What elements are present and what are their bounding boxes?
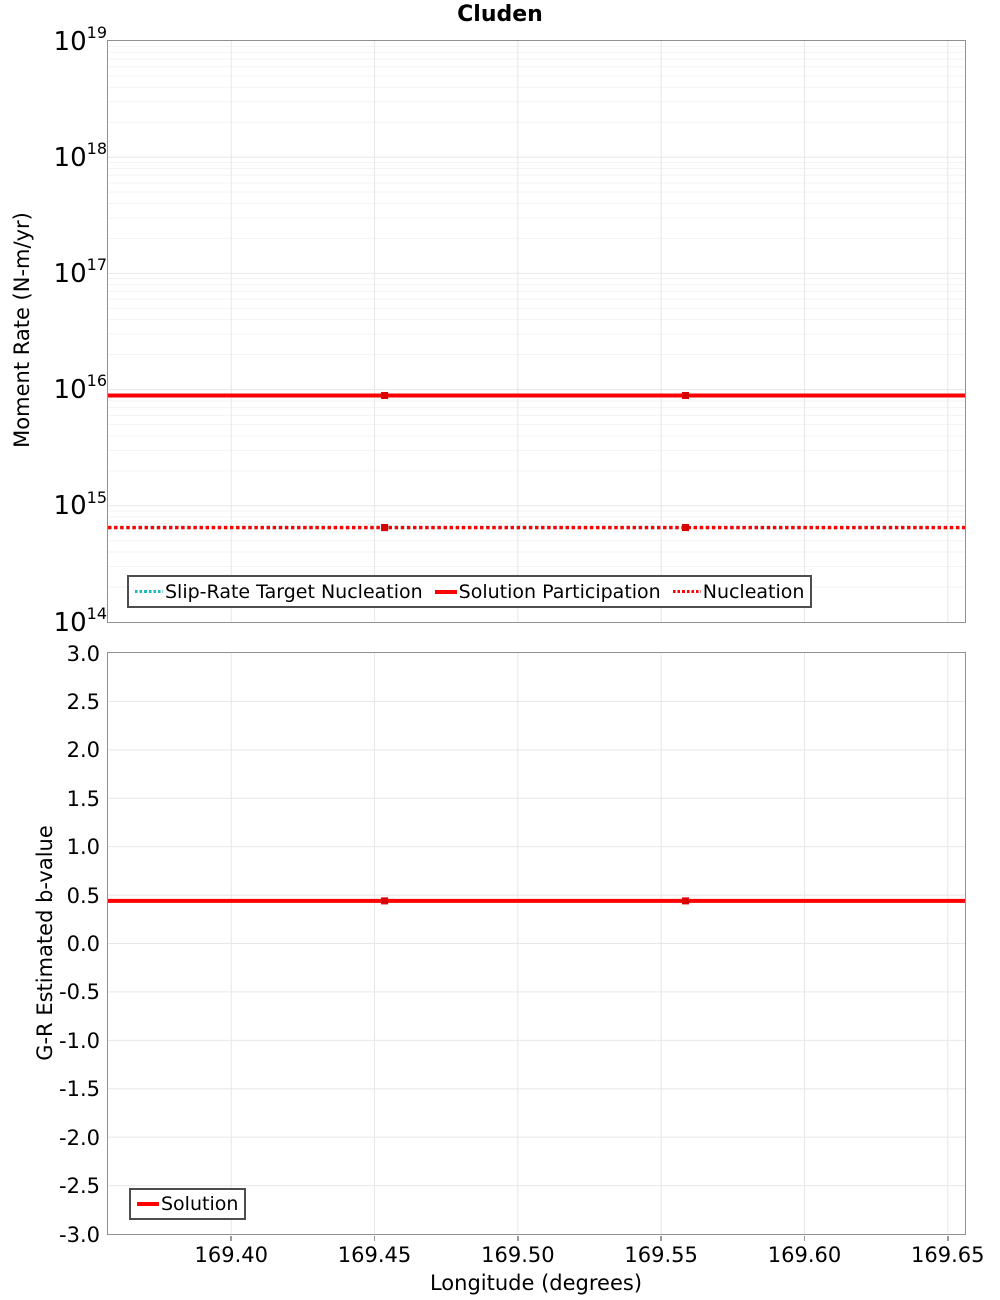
x-tick-mark — [517, 1236, 519, 1241]
y-tick-exponent: 19 — [86, 22, 107, 42]
y-tick-label: 0.5 — [66, 883, 100, 908]
plot-area — [108, 41, 965, 622]
y-tick-label: 1016 — [0, 371, 107, 406]
x-axis-label-longitude: Longitude (degrees) — [429, 1271, 643, 1295]
y-tick-label: 1017 — [0, 255, 107, 290]
y-tick-label: 3.0 — [66, 641, 100, 666]
y-tick-base: 10 — [53, 26, 87, 57]
data-point-marker — [381, 897, 389, 905]
data-point-marker — [682, 391, 690, 399]
x-tick-mark — [660, 1236, 662, 1241]
y-tick-label: 1.5 — [66, 786, 100, 811]
x-tick-label: 169.65 — [911, 1243, 985, 1267]
y-tick-base: 10 — [53, 491, 87, 522]
y-tick-label: 1019 — [0, 22, 107, 58]
x-tick-label: 169.50 — [481, 1243, 555, 1267]
y-tick-base: 10 — [53, 375, 87, 406]
y-tick-label: -2.5 — [59, 1174, 100, 1199]
y-axis-label-moment-rate: Moment Rate (N-m/yr) — [10, 212, 34, 448]
legend-sample-slip-rate-target-icon — [135, 589, 163, 594]
y-tick-label: -0.5 — [59, 980, 100, 1005]
x-tick-mark — [947, 1236, 949, 1241]
legend-sample-solution-participation-icon — [434, 589, 457, 594]
plot-area — [108, 653, 965, 1234]
x-tick-mark — [373, 1236, 376, 1241]
y-tick-base: 10 — [53, 142, 87, 173]
y-tick-base: 10 — [53, 607, 87, 638]
legend-sample-nucleation-icon — [672, 589, 701, 594]
legend-b-value: Solution — [129, 1188, 247, 1220]
y-tick-label: -2.0 — [59, 1125, 100, 1150]
y-tick-label: 2.0 — [66, 738, 100, 763]
y-tick-label: 0.0 — [66, 932, 100, 956]
x-tick-mark — [230, 1236, 232, 1241]
moment-rate-plot — [107, 40, 966, 623]
x-tick-label: 169.60 — [767, 1243, 842, 1267]
data-point-marker — [381, 391, 389, 399]
x-tick-label: 169.55 — [624, 1243, 698, 1267]
x-tick-label: 169.45 — [337, 1243, 412, 1267]
y-tick-label: 1014 — [0, 603, 107, 639]
y-tick-label: 1.0 — [66, 835, 100, 860]
data-point-marker — [682, 897, 690, 905]
y-tick-exponent: 14 — [86, 603, 107, 623]
y-tick-label: -1.5 — [59, 1077, 100, 1102]
y-tick-label: -3.0 — [59, 1222, 100, 1247]
legend-moment-rate: Slip-Rate Target Nucleation Solution Par… — [127, 575, 813, 608]
y-tick-exponent: 17 — [86, 255, 107, 275]
y-tick-label: 1015 — [0, 487, 107, 522]
legend-label-nucleation: Nucleation — [702, 580, 805, 603]
x-tick-label: 169.40 — [194, 1243, 268, 1267]
legend-label-slip-rate-target: Slip-Rate Target Nucleation — [165, 580, 423, 603]
y-tick-base: 10 — [53, 258, 87, 289]
b-value-plot — [107, 652, 966, 1235]
y-tick-exponent: 15 — [86, 487, 107, 507]
legend-sample-solution-icon — [137, 1202, 159, 1206]
y-tick-exponent: 16 — [86, 371, 107, 391]
y-tick-label: 1018 — [0, 139, 107, 174]
legend-label-solution: Solution — [161, 1193, 239, 1215]
data-point-marker — [381, 524, 389, 532]
y-tick-label: -1.0 — [59, 1028, 100, 1053]
chart-title: Cluden — [457, 2, 543, 27]
y-tick-exponent: 18 — [86, 139, 107, 159]
legend-label-solution-participation: Solution Participation — [458, 580, 661, 603]
x-tick-mark — [803, 1236, 806, 1241]
y-tick-label: 2.5 — [66, 689, 100, 714]
data-point-marker — [682, 524, 690, 532]
